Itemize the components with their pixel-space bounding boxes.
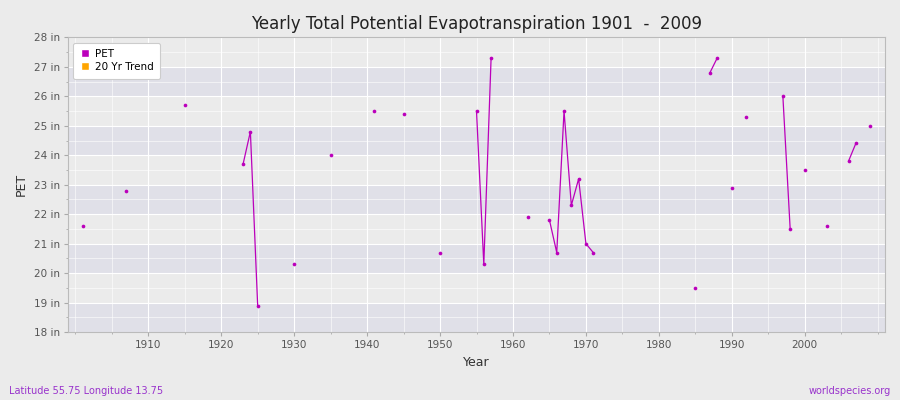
Point [119,188,133,194]
Point [323,152,338,158]
Point [287,261,302,268]
Point [564,202,579,208]
Bar [68,185,885,214]
Point [396,111,410,117]
Bar [68,273,885,303]
Bar [68,244,885,273]
Text: worldspecies.org: worldspecies.org [809,386,891,396]
Text: Latitude 55.75 Longitude 13.75: Latitude 55.75 Longitude 13.75 [9,386,163,396]
Bar [68,303,885,332]
Point [710,55,724,61]
Bar [68,37,885,67]
Point [797,167,812,173]
X-axis label: Year: Year [464,356,490,369]
Point [477,261,491,268]
Point [557,108,572,114]
Point [550,249,564,256]
Point [572,176,586,182]
Point [250,302,265,309]
Y-axis label: PET: PET [15,173,28,196]
Point [543,217,557,223]
Point [76,223,90,229]
Title: Yearly Total Potential Evapotranspiration 1901  -  2009: Yearly Total Potential Evapotranspiratio… [251,15,702,33]
Point [819,223,833,229]
Point [842,158,856,164]
Point [367,108,382,114]
Point [739,114,753,120]
Point [783,226,797,232]
Legend: PET, 20 Yr Trend: PET, 20 Yr Trend [73,42,160,79]
Point [469,108,483,114]
Point [243,128,257,135]
Point [433,249,447,256]
Point [177,102,192,108]
Point [849,140,863,147]
Point [863,122,878,129]
Point [579,240,593,247]
Point [484,55,499,61]
Bar [68,96,885,126]
Bar [68,214,885,244]
Bar [68,155,885,185]
Point [724,184,739,191]
Bar [68,67,885,96]
Point [520,214,535,220]
Point [703,70,717,76]
Point [688,285,703,291]
Point [586,249,600,256]
Bar [68,126,885,155]
Point [776,93,790,100]
Point [236,161,250,167]
